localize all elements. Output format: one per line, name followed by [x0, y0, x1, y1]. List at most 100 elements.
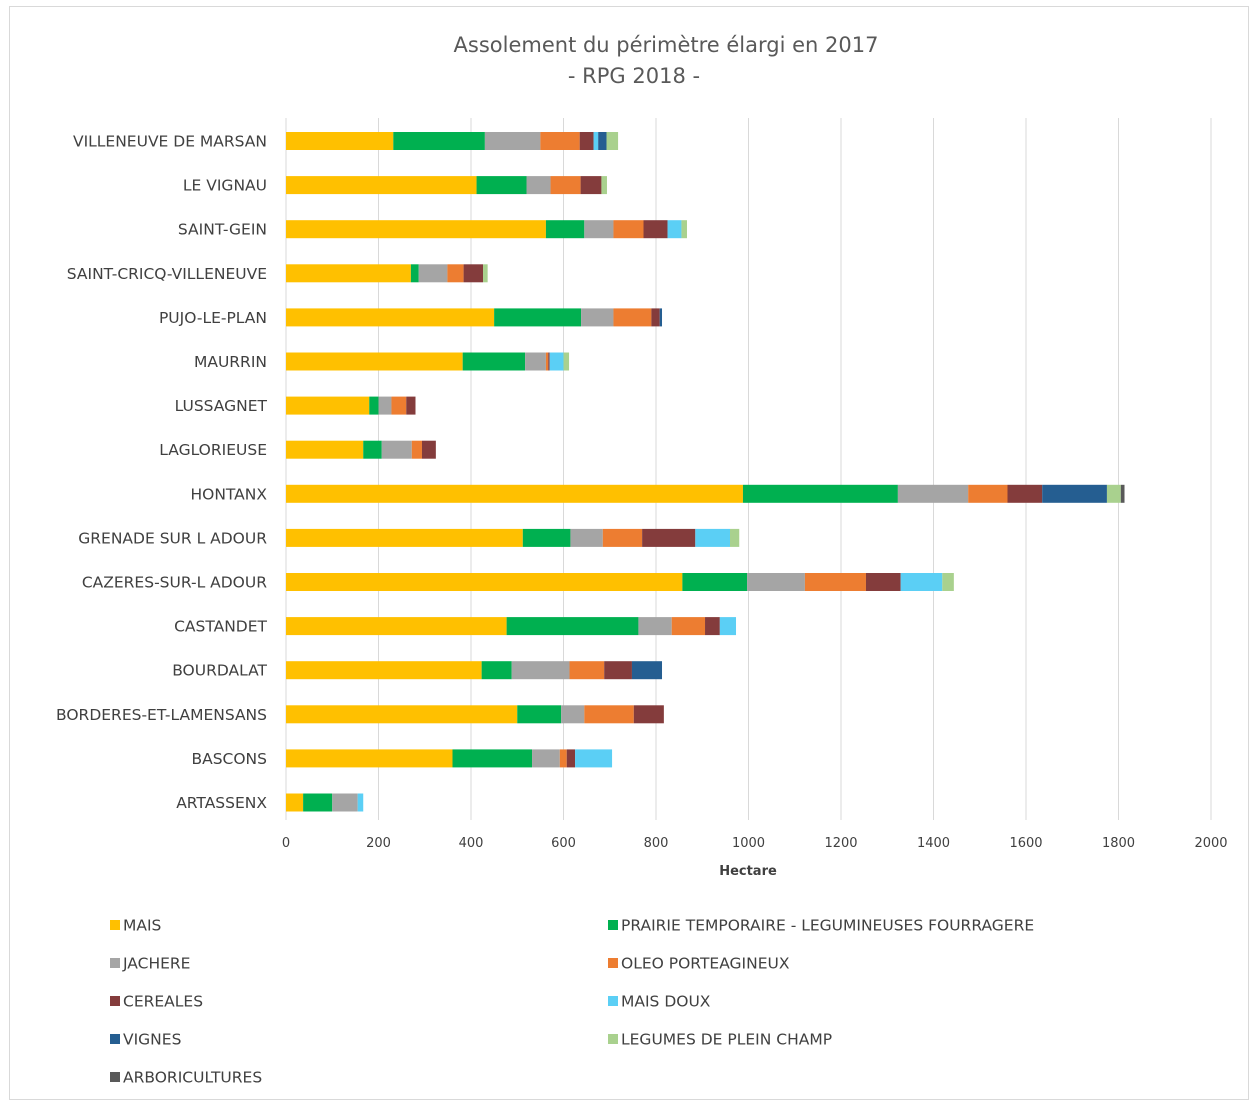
bar-segment [682, 573, 748, 591]
bar-segment [286, 308, 495, 327]
x-tick-label: 600 [551, 836, 576, 851]
bar-segment [522, 528, 571, 547]
bar-segment [286, 396, 370, 415]
bar-segment [357, 793, 364, 812]
bar-segment [494, 308, 582, 327]
bar-segment [476, 176, 527, 195]
bar-segment [286, 528, 523, 547]
bar-segment [580, 176, 602, 195]
bar-segment [575, 749, 613, 768]
bar-segment [550, 176, 581, 195]
bar-segment [286, 264, 411, 283]
x-tick-label: 1200 [824, 836, 857, 851]
bar-segment [613, 308, 652, 327]
bar-segment [411, 440, 422, 459]
bar-segment [695, 528, 730, 547]
bar-segment [511, 661, 570, 680]
bar-segment [942, 573, 954, 591]
bar-segment [418, 264, 448, 283]
x-tick-label: 1800 [1102, 836, 1135, 851]
legend-swatch [608, 920, 618, 930]
bar-segment [506, 617, 639, 636]
bar-segment [593, 132, 599, 150]
bar-segment [463, 264, 484, 283]
bar-segment [545, 220, 585, 239]
category-labels: VILLENEUVE DE MARSAN LE VIGNAU SAINT-GEIN S… [56, 133, 268, 813]
x-tick-label: 2000 [1194, 836, 1227, 851]
bar-segment [548, 352, 550, 371]
bar-segment [549, 352, 564, 371]
bar-segment [804, 573, 866, 591]
bar-segment [584, 220, 614, 239]
bar-segment [747, 573, 805, 591]
bar-segment [517, 705, 562, 724]
category-label: SAINT-CRICQ-VILLENEUVE [67, 265, 267, 283]
bar-segment [584, 705, 634, 724]
x-tick-label: 0 [282, 836, 290, 851]
bar-segment [598, 132, 607, 150]
bar-segment [633, 705, 664, 724]
legend-entry: ARBORICULTURES [123, 1069, 262, 1087]
category-label: CAZERES-SUR-L ADOUR [82, 574, 267, 592]
bar-segment [651, 308, 660, 327]
bar-segment [563, 352, 570, 371]
bar-segment [286, 352, 463, 371]
legend-swatch [110, 1072, 120, 1082]
legend-swatch [110, 920, 120, 930]
bar-segment [532, 749, 560, 768]
category-label: HONTANX [190, 485, 267, 503]
x-tick-label: 200 [366, 836, 391, 851]
category-label: CASTANDET [174, 618, 267, 636]
bar-segment [659, 308, 663, 327]
bar-segment [545, 352, 549, 371]
bar-segment [286, 617, 507, 636]
x-tick-label: 1600 [1009, 836, 1042, 851]
bar-segment [369, 396, 379, 415]
bar-segment [570, 528, 603, 547]
bar-segment [1042, 484, 1107, 503]
legend-entry: OLEO PORTEAGINEUX [621, 955, 790, 973]
x-tick-labels: 0 200 400 600 800 1000 1200 1400 1600 1800 2000 [282, 836, 1228, 851]
bar-segment [631, 661, 663, 680]
legend: MAIS PRAIRIE TEMPORAIRE - LEGUMINEUSES FO… [110, 917, 1034, 1087]
bar-segment [719, 617, 737, 636]
bar-segment [286, 705, 518, 724]
bar-segment [671, 617, 706, 636]
category-label: BASCONS [191, 750, 267, 768]
bar-segment [286, 793, 304, 812]
bar-segment [705, 617, 720, 636]
category-label: SAINT-GEIN [178, 221, 267, 239]
category-label: BOURDALAT [172, 662, 267, 680]
legend-entry: MAIS DOUX [621, 993, 711, 1011]
bar-segment [566, 749, 576, 768]
legend-swatch [608, 958, 618, 968]
bar-segment [613, 220, 644, 239]
bar-segment [1106, 484, 1121, 503]
bar-segment [410, 264, 419, 283]
x-tick-label: 400 [459, 836, 484, 851]
legend-entry: MAIS [123, 917, 161, 935]
bars [286, 132, 1125, 812]
bar-segment [604, 661, 632, 680]
bar-segment [525, 352, 546, 371]
legend-swatch [110, 996, 120, 1006]
bar-segment [286, 573, 683, 591]
legend-swatch [110, 1034, 120, 1044]
bar-segment [286, 176, 477, 195]
bar-segment [378, 396, 392, 415]
bar-segment [421, 440, 436, 459]
category-label: LUSSAGNET [175, 397, 268, 415]
x-tick-label: 1000 [732, 836, 765, 851]
category-label: MAURRIN [194, 353, 267, 371]
bar-segment [303, 793, 333, 812]
bar-segment [452, 749, 533, 768]
bar-segment [286, 484, 743, 503]
bar-segment [581, 308, 614, 327]
category-label: VILLENEUVE DE MARSAN [73, 133, 267, 151]
bar-segment [579, 132, 594, 150]
bar-segment [681, 220, 687, 239]
bar-segment [286, 132, 394, 150]
bar-segment [638, 617, 672, 636]
bar-segment [730, 528, 740, 547]
